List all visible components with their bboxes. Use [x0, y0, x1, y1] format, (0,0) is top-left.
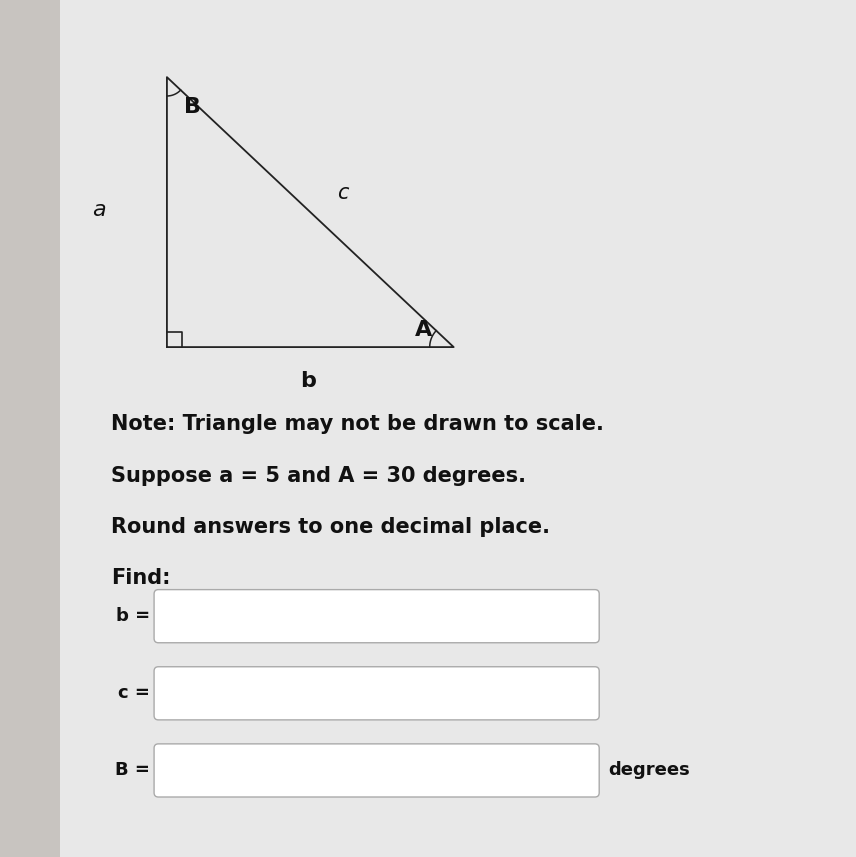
- Bar: [0, 0, 60, 857]
- Text: B: B: [184, 97, 201, 117]
- Text: degrees: degrees: [608, 761, 690, 780]
- FancyBboxPatch shape: [154, 667, 599, 720]
- Text: b: b: [300, 371, 316, 392]
- Text: Find:: Find:: [111, 568, 171, 589]
- Text: a: a: [92, 200, 105, 220]
- Text: b =: b =: [116, 607, 150, 626]
- Text: Note: Triangle may not be drawn to scale.: Note: Triangle may not be drawn to scale…: [111, 414, 604, 434]
- Text: Suppose a = 5 and A = 30 degrees.: Suppose a = 5 and A = 30 degrees.: [111, 465, 526, 486]
- Text: A: A: [415, 320, 432, 340]
- Text: B =: B =: [115, 761, 150, 780]
- Text: c =: c =: [118, 684, 150, 703]
- Text: Round answers to one decimal place.: Round answers to one decimal place.: [111, 517, 550, 537]
- FancyBboxPatch shape: [154, 590, 599, 643]
- FancyBboxPatch shape: [154, 744, 599, 797]
- Text: c: c: [336, 183, 348, 203]
